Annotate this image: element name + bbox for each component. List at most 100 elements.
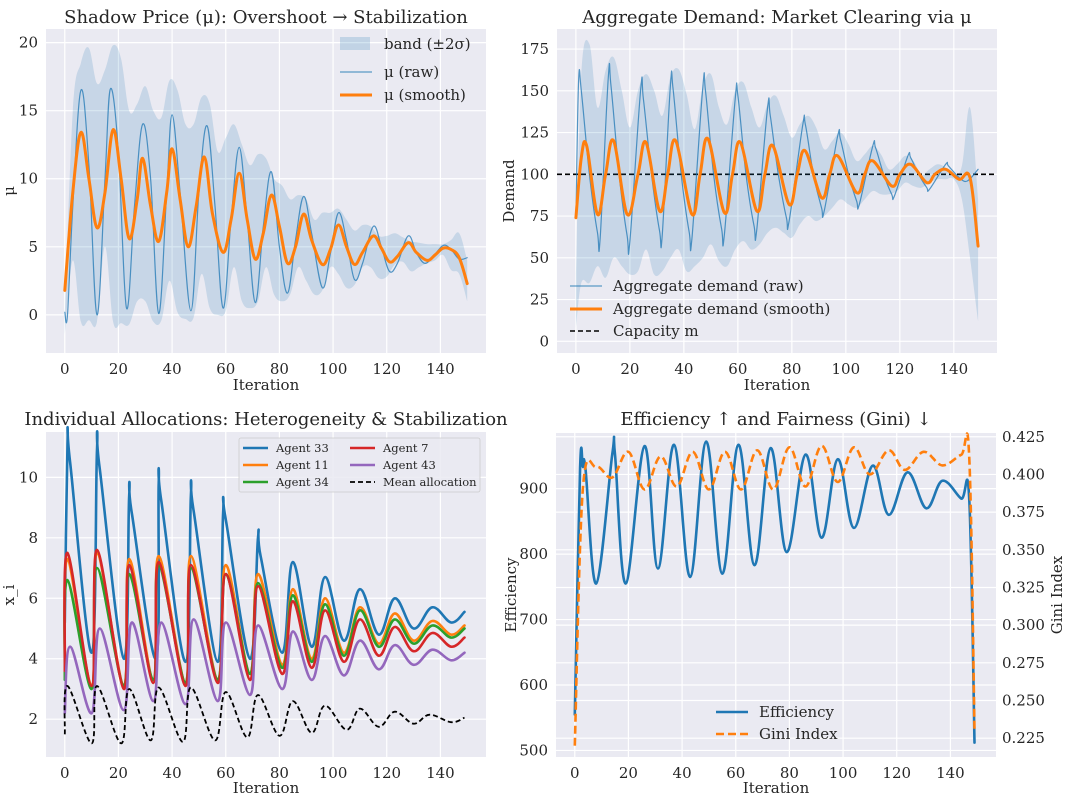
axis-ticks: 0 20 40 60 80 100 120 140 500 600 700 800 900 0.225 0.… bbox=[519, 428, 1045, 782]
x-axis-label: Iteration bbox=[743, 779, 810, 797]
y-right-tick-label: 0.350 bbox=[1002, 541, 1045, 559]
legend-label-smooth: Aggregate demand (smooth) bbox=[612, 300, 830, 318]
legend-label-gini: Gini Index bbox=[759, 725, 838, 743]
y-right-tick-label: 0.375 bbox=[1002, 503, 1045, 521]
y-right-tick-label: 0.325 bbox=[1002, 578, 1045, 596]
x-tick-label: 60 bbox=[728, 360, 747, 378]
panel-individual-allocations: Individual Allocations: Heterogeneity & … bbox=[0, 409, 508, 797]
x-tick-label: 120 bbox=[886, 360, 915, 378]
chart-title: Individual Allocations: Heterogeneity & … bbox=[24, 409, 508, 430]
y-tick-label: 10 bbox=[19, 468, 38, 486]
x-tick-label: 40 bbox=[163, 764, 182, 782]
x-tick-label: 80 bbox=[270, 360, 289, 378]
legend-label-agent-33: Agent 33 bbox=[275, 441, 329, 455]
y-tick-label: 0 bbox=[28, 306, 38, 324]
y-tick-label: 900 bbox=[519, 480, 548, 498]
x-tick-label: 80 bbox=[780, 764, 799, 782]
legend-label-agent-11: Agent 11 bbox=[275, 458, 329, 472]
x-tick-label: 60 bbox=[216, 360, 235, 378]
y-axis-label-left: Efficiency bbox=[502, 557, 520, 633]
x-tick-label: 20 bbox=[619, 764, 638, 782]
x-tick-label: 140 bbox=[939, 360, 968, 378]
x-tick-label: 40 bbox=[673, 764, 692, 782]
y-right-tick-label: 0.225 bbox=[1002, 729, 1045, 747]
y-tick-label: 800 bbox=[519, 545, 548, 563]
x-tick-label: 60 bbox=[726, 764, 745, 782]
legend: Agent 33 Agent 11 Agent 34 Agent 7 Agent… bbox=[238, 437, 481, 493]
legend-label-raw: μ (raw) bbox=[384, 63, 439, 81]
series-layer bbox=[557, 39, 997, 328]
series-layer bbox=[63, 426, 466, 745]
x-tick-label: 120 bbox=[882, 764, 911, 782]
x-tick-label: 100 bbox=[832, 360, 861, 378]
panel-aggregate-demand: Aggregate Demand: Market Clearing via μ … bbox=[500, 7, 997, 394]
x-tick-label: 140 bbox=[426, 360, 455, 378]
x-tick-label: 0 bbox=[570, 764, 580, 782]
series-line-agent-7 bbox=[63, 548, 466, 691]
y-tick-label: 700 bbox=[519, 611, 548, 629]
series-layer bbox=[573, 432, 976, 746]
x-tick-label: 140 bbox=[426, 764, 455, 782]
legend: band (±2σ) μ (raw) μ (smooth) bbox=[340, 35, 471, 104]
y-tick-label: 4 bbox=[28, 650, 38, 668]
y-tick-label: 500 bbox=[519, 741, 548, 759]
chart-title: Aggregate Demand: Market Clearing via μ bbox=[581, 7, 972, 28]
chart-title: Efficiency ↑ and Fairness (Gini) ↓ bbox=[620, 409, 931, 430]
x-tick-label: 20 bbox=[620, 360, 639, 378]
legend-label-agent-34: Agent 34 bbox=[275, 475, 329, 489]
series-line-agent-43 bbox=[63, 618, 466, 715]
x-axis-label: Iteration bbox=[233, 779, 300, 797]
x-axis-label: Iteration bbox=[233, 376, 300, 394]
y-axis-label: x_i bbox=[0, 584, 18, 605]
x-tick-label: 120 bbox=[372, 360, 401, 378]
y-axis-label-right: Gini Index bbox=[1048, 555, 1066, 634]
legend-label-raw: Aggregate demand (raw) bbox=[612, 277, 804, 295]
series-line-gini-index bbox=[573, 432, 976, 746]
y-tick-label: 25 bbox=[530, 291, 549, 309]
legend-label-smooth: μ (smooth) bbox=[384, 86, 466, 104]
x-axis-label: Iteration bbox=[744, 376, 811, 394]
x-tick-label: 80 bbox=[270, 764, 289, 782]
x-tick-label: 100 bbox=[319, 764, 348, 782]
legend-label-band: band (±2σ) bbox=[384, 35, 471, 53]
series-layer bbox=[63, 44, 469, 336]
axis-ticks: 0 20 40 60 80 100 120 140 2 4 6 8 10 bbox=[19, 468, 455, 782]
x-tick-label: 20 bbox=[109, 360, 128, 378]
series-line-agent-33 bbox=[63, 426, 466, 664]
series-line-efficiency bbox=[573, 435, 976, 744]
legend-label-agent-7: Agent 7 bbox=[382, 441, 428, 455]
y-right-tick-label: 0.300 bbox=[1002, 616, 1045, 634]
legend-label-agent-43: Agent 43 bbox=[382, 458, 436, 472]
series-line-smooth bbox=[63, 128, 469, 292]
x-tick-label: 80 bbox=[782, 360, 801, 378]
x-tick-label: 120 bbox=[372, 764, 401, 782]
y-tick-label: 175 bbox=[520, 40, 549, 58]
plot-area bbox=[46, 29, 486, 353]
axis-ticks: 0 20 40 60 80 100 120 140 0 25 50 75 100 125 150 175 bbox=[520, 40, 968, 378]
x-tick-label: 100 bbox=[319, 360, 348, 378]
y-right-tick-label: 0.425 bbox=[1002, 428, 1045, 446]
legend-label-mean: Mean allocation bbox=[383, 475, 477, 489]
series-line-aggregate-demand-raw bbox=[575, 62, 979, 255]
series-line-raw bbox=[64, 87, 468, 324]
y-axis-label: Demand bbox=[500, 159, 518, 223]
y-right-tick-label: 0.250 bbox=[1002, 691, 1045, 709]
x-tick-label: 0 bbox=[60, 360, 70, 378]
y-tick-label: 50 bbox=[530, 249, 549, 267]
x-tick-label: 0 bbox=[60, 764, 70, 782]
y-tick-label: 0 bbox=[539, 332, 549, 350]
y-tick-label: 5 bbox=[28, 238, 38, 256]
y-axis-label: μ bbox=[0, 186, 18, 196]
y-tick-label: 15 bbox=[19, 102, 38, 120]
legend: Efficiency Gini Index bbox=[716, 703, 838, 743]
plot-area bbox=[556, 433, 996, 757]
y-tick-label: 600 bbox=[519, 676, 548, 694]
y-tick-label: 75 bbox=[530, 207, 549, 225]
y-tick-label: 8 bbox=[28, 529, 38, 547]
grid bbox=[557, 29, 997, 353]
legend-swatch-band bbox=[340, 37, 370, 50]
x-tick-label: 20 bbox=[109, 764, 128, 782]
axis-ticks: 0 20 40 60 80 100 120 140 0 5 10 15 20 bbox=[19, 34, 455, 378]
y-tick-label: 6 bbox=[28, 589, 38, 607]
